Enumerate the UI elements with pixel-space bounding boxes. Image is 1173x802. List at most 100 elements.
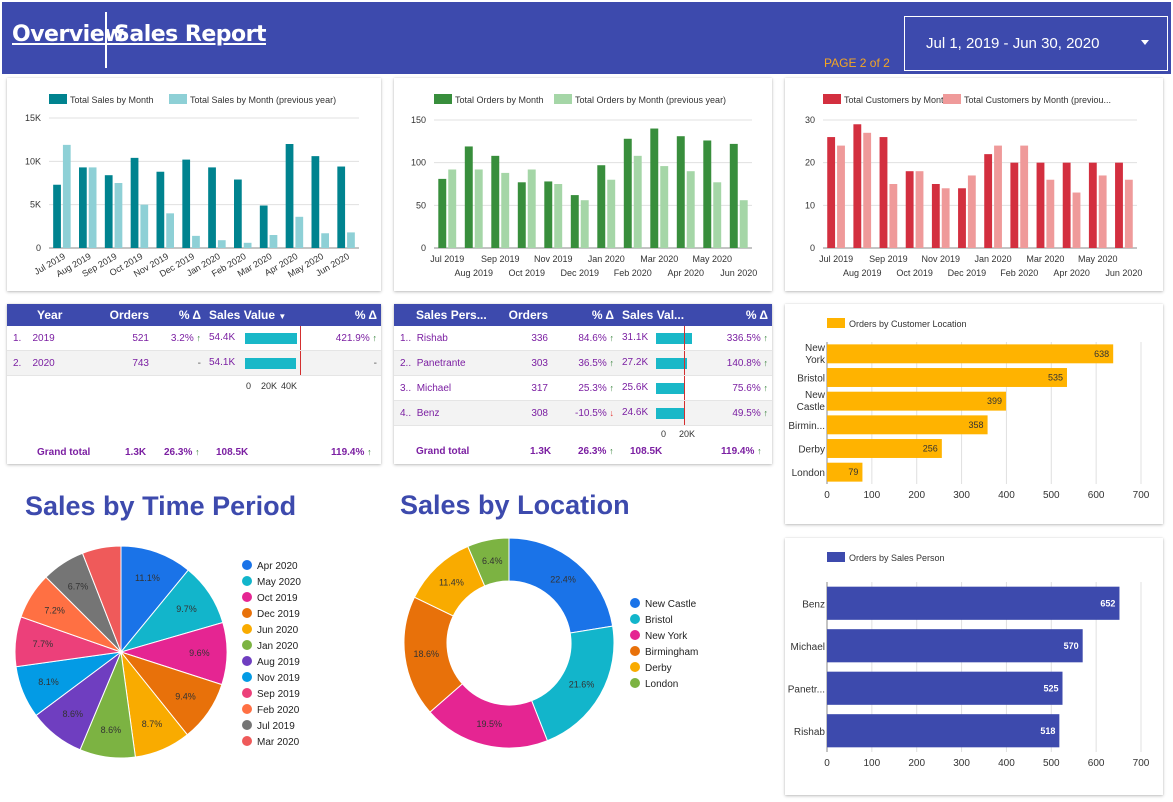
nav-sales-report-link[interactable]: Sales Report — [114, 22, 267, 47]
header-pct-change-2[interactable]: % Δ — [309, 304, 381, 326]
nav-overview-link[interactable]: Overview — [12, 22, 124, 47]
header-bar: Overview Sales Report PAGE 2 of 2 Jul 1,… — [0, 0, 1173, 76]
y-tick-label: Castle — [797, 402, 826, 413]
bar — [713, 182, 722, 248]
sales-by-month-chart[interactable]: Total Sales by Month Total Sales by Month… — [7, 78, 381, 291]
bar — [474, 169, 483, 248]
legend-label: Oct 2019 — [257, 593, 298, 604]
arrow-up-icon: ↑ — [763, 407, 769, 418]
header-sales-value[interactable]: Sales Value ▼ — [205, 304, 309, 326]
slice-label: 8.6% — [101, 725, 122, 735]
sales-value-bar — [656, 333, 692, 344]
axis-tick: 20K — [679, 429, 696, 439]
orders-by-month-chart[interactable]: Total Orders by Month Total Orders by Mon… — [394, 78, 772, 291]
legend-dot — [242, 592, 252, 602]
bar — [491, 155, 500, 248]
header-sales-person[interactable]: Sales Pers... — [394, 304, 500, 326]
header-pct-change[interactable]: % Δ — [552, 304, 618, 326]
row-sales: 54.4K — [209, 332, 236, 343]
customers-by-month-chart[interactable]: Total Customers by Month Total Customers … — [785, 78, 1163, 291]
sort-down-icon[interactable]: ▼ — [278, 312, 287, 321]
table-row[interactable]: 2.. Panetrante 303 36.5% ↑ 27.2K 140.8% … — [394, 350, 772, 376]
y-tick-label: 0 — [810, 243, 815, 253]
slice-label: 7.2% — [44, 605, 65, 615]
y-tick-label: 15K — [25, 113, 41, 123]
sales-value-bar — [245, 333, 297, 344]
grand-total-orders: 1.3K — [125, 447, 147, 458]
sales-by-time-period-pie[interactable]: 11.1% 9.7% 9.6% 9.4% 8.7% 8.6% 8.6% 8.1% 7.7% 7.2… — [0, 535, 380, 765]
sales-value-bar — [656, 408, 685, 419]
y-tick-label: Panetr... — [788, 684, 825, 695]
orders-by-location-chart[interactable]: Orders by Customer Location 0 100 200 300 400… — [785, 304, 1163, 524]
bar — [114, 183, 123, 248]
y-tick-label: 10K — [25, 156, 41, 166]
legend-swatch — [554, 94, 572, 104]
row-pct: 25.3% ↑ — [552, 375, 618, 401]
grand-total-label: Grand total — [416, 446, 470, 457]
row-person: 2.. Panetrante — [394, 350, 500, 376]
legend-dot — [242, 640, 252, 650]
slice-label: 8.1% — [38, 677, 59, 687]
row-sales-bar-cell: 54.4K — [205, 326, 309, 351]
row-person: 3.. Michael — [394, 375, 500, 401]
bar — [837, 145, 845, 248]
sales-by-location-donut[interactable]: 22.4% 21.6% 19.5% 18.6% 11.4% 6.4% New Castle B… — [390, 530, 780, 760]
grand-total-orders: 1.3K — [530, 446, 552, 457]
grand-total-pct: 26.3% ↑ — [164, 447, 200, 458]
bar — [1062, 162, 1071, 248]
legend-label: Sep 2019 — [257, 689, 300, 700]
x-tick-label: Jun 2020 — [1105, 268, 1142, 278]
bar — [879, 137, 888, 248]
orders-by-month-svg: Total Orders by Month Total Orders by Mon… — [411, 94, 757, 278]
table-row[interactable]: 1. 2019 521 3.2% ↑ 54.4K 421.9% ↑ — [7, 326, 381, 351]
legend-label: Jun 2020 — [257, 625, 299, 636]
header-pct-change[interactable]: % Δ — [153, 304, 205, 326]
year-table: Year Orders % Δ Sales Value ▼ % Δ 1. 201… — [7, 304, 381, 376]
date-range-picker[interactable]: Jul 1, 2019 - Jun 30, 2020 — [904, 16, 1168, 71]
x-tick-label: 600 — [1088, 758, 1105, 769]
header-year[interactable]: Year — [7, 304, 99, 326]
x-tick-label: Dec 2019 — [948, 268, 987, 278]
pie-slice — [508, 537, 614, 634]
table-row[interactable]: 1.. Rishab 336 84.6% ↑ 31.1K 336.5% ↑ — [394, 326, 772, 351]
table-row[interactable]: 4.. Benz 308 -10.5% ↓ 24.6K 49.5% ↑ — [394, 400, 772, 426]
y-tick-label: 5K — [30, 200, 41, 210]
legend-label: Total Sales by Month (previous year) — [190, 95, 336, 105]
bar — [544, 181, 553, 248]
table-row[interactable]: 2. 2020 743 - 54.1K - — [7, 350, 381, 376]
bar — [130, 157, 139, 248]
row-sales-bar-cell: 54.1K — [205, 350, 309, 376]
row-pct-2: - — [309, 350, 381, 376]
bar — [676, 136, 685, 248]
x-tick-label: 100 — [864, 758, 881, 769]
header-pct-change-2[interactable]: % Δ — [698, 304, 772, 326]
bar — [827, 586, 1120, 620]
bar — [156, 171, 165, 248]
chevron-down-icon[interactable] — [1141, 40, 1149, 45]
x-tick-label: May 2020 — [692, 254, 732, 264]
header-orders[interactable]: Orders — [99, 304, 153, 326]
slice-label: 9.6% — [189, 648, 210, 658]
row-pct-2: 336.5% ↑ — [698, 326, 772, 351]
orders-by-person-chart[interactable]: Orders by Sales Person 0 100 200 300 400 500 60… — [785, 538, 1163, 795]
row-orders: 317 — [500, 375, 552, 401]
arrow-up-icon: ↑ — [763, 357, 769, 368]
slice-label: 22.4% — [550, 574, 576, 584]
x-tick-label: 0 — [824, 758, 830, 769]
bar — [140, 204, 149, 248]
legend-dot — [630, 630, 640, 640]
x-tick-label: Jan 2020 — [975, 254, 1012, 264]
sales-value-bar — [656, 383, 686, 394]
row-sales: 25.6K — [622, 382, 649, 393]
bar — [660, 166, 669, 248]
header-orders[interactable]: Orders — [500, 304, 552, 326]
legend-label: Total Customers by Month (previou... — [964, 95, 1111, 105]
header-sales-value[interactable]: Sales Val... — [618, 304, 698, 326]
y-tick-label: Birmin... — [788, 421, 825, 432]
slice-label: 11.4% — [439, 578, 464, 588]
row-person: 4.. Benz — [394, 400, 500, 426]
bar — [1115, 162, 1123, 248]
table-row[interactable]: 3.. Michael 317 25.3% ↑ 25.6K 75.6% ↑ — [394, 375, 772, 401]
legend-label: Total Orders by Month — [455, 95, 544, 105]
bar — [827, 137, 836, 248]
